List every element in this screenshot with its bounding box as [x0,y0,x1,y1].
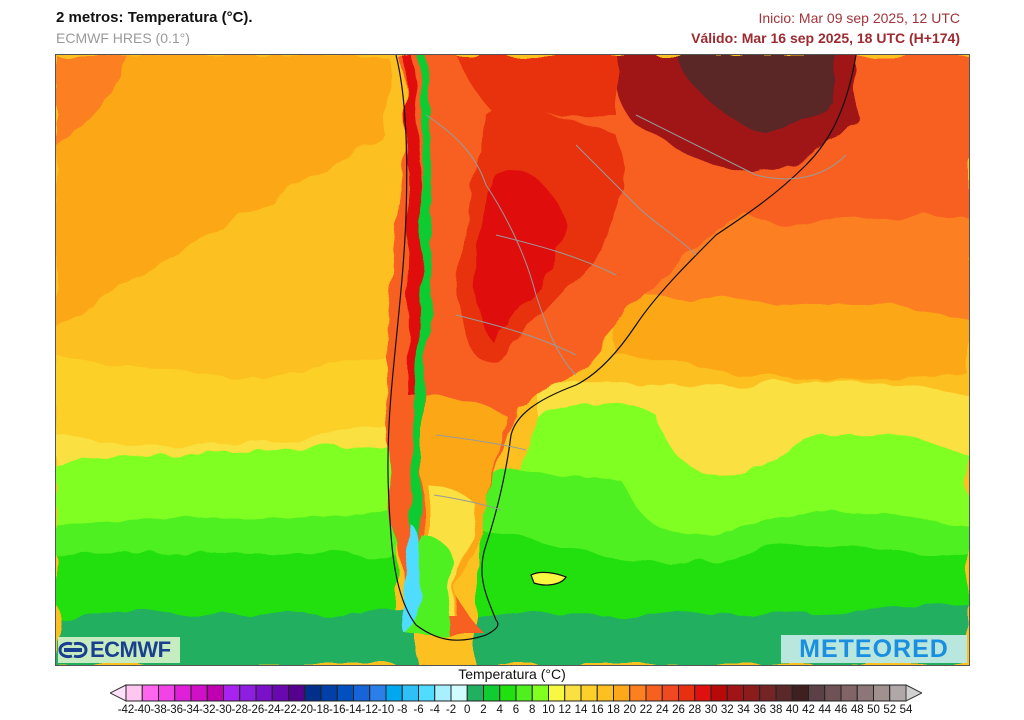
colorbar-tick: 18 [607,704,620,716]
valid-time: Válido: Mar 16 sep 2025, 18 UTC (H+174) [691,30,960,46]
colorbar-tick: 12 [558,704,572,716]
colorbar-tick: 30 [704,704,718,716]
colorbar-tick: 46 [834,704,848,716]
colorbar-tick: -28 [231,704,249,716]
colorbar-tick: -32 [198,704,216,716]
meteored-logo-text: METEORED [799,634,949,663]
colorbar-tick: 16 [590,704,604,716]
colorbar-tick: 28 [688,704,702,716]
colorbar-tick: -36 [166,704,184,716]
colorbar-tick: 52 [883,704,897,716]
ecmwf-logo: ECMWF [58,637,180,663]
colorbar-tick: 0 [464,704,471,716]
colorbar-tick: 32 [720,704,734,716]
colorbar-tick: 48 [850,704,864,716]
colorbar-tick: 24 [655,704,669,716]
colorbar-tick: -10 [377,704,395,716]
colorbar-tick: -26 [247,704,265,716]
colorbar-tick: -18 [312,704,330,716]
colorbar-tick: 36 [753,704,767,716]
colorbar-tick: -42 [117,704,135,716]
colorbar-tick: 44 [818,704,832,716]
header-right: Inicio: Mar 09 sep 2025, 12 UTC Válido: … [691,8,960,48]
temperature-map: ECMWF METEORED [55,54,970,666]
colorbar-tick: -38 [150,704,167,716]
colorbar-tick: 2 [480,704,487,716]
header-left: 2 metros: Temperatura (°C). ECMWF HRES (… [56,8,253,48]
colorbar-tick: 26 [672,704,685,716]
colorbar-tick: -6 [413,704,424,716]
colorbar-tick: -4 [429,704,440,716]
colorbar-tick: -16 [328,704,346,716]
colorbar-tick: 38 [769,704,783,716]
colorbar-tick: -12 [361,704,379,716]
colorbar-tick: -34 [182,704,200,716]
colorbar-tick: 54 [899,704,913,716]
chart-title: 2 metros: Temperatura (°C). [56,9,253,26]
colorbar [110,684,922,702]
colorbar-tick: -20 [296,704,314,716]
colorbar-tick: 34 [737,704,750,716]
meteored-logo: METEORED [781,635,967,663]
colorbar-ticks: -42 -40 -38 -36 -34 -32 -30 -28 -26 -24 -22 -20 -18-… [0,704,1024,720]
colorbar-tick: 6 [512,704,520,716]
colorbar-tick: -24 [263,704,281,716]
init-time: Inicio: Mar 09 sep 2025, 12 UTC [758,10,960,26]
colorbar-tick: 50 [867,704,880,716]
colorbar-tick: -40 [133,704,151,716]
colorbar-label: Temperatura (°C) [458,666,566,682]
map-field [56,55,969,665]
colorbar-tick: 14 [574,704,588,716]
colorbar-tick: 10 [542,704,555,716]
colorbar-tick: -2 [445,704,457,716]
colorbar-tick: -14 [345,704,362,716]
colorbar-tick: 40 [785,704,799,716]
colorbar-tick: 20 [623,704,637,716]
colorbar-tick: 22 [639,704,653,716]
model-name: ECMWF HRES (0.1°) [56,30,190,46]
colorbar-tick: -30 [215,704,232,716]
ecmwf-emblem-icon [58,641,88,659]
ecmwf-logo-text: ECMWF [90,637,171,662]
colorbar-tick: -8 [397,704,408,716]
colorbar-tick: 4 [496,704,503,716]
colorbar-tick: 42 [802,704,815,716]
colorbar-tick: -22 [280,704,297,716]
colorbar-tick: 8 [529,704,536,716]
